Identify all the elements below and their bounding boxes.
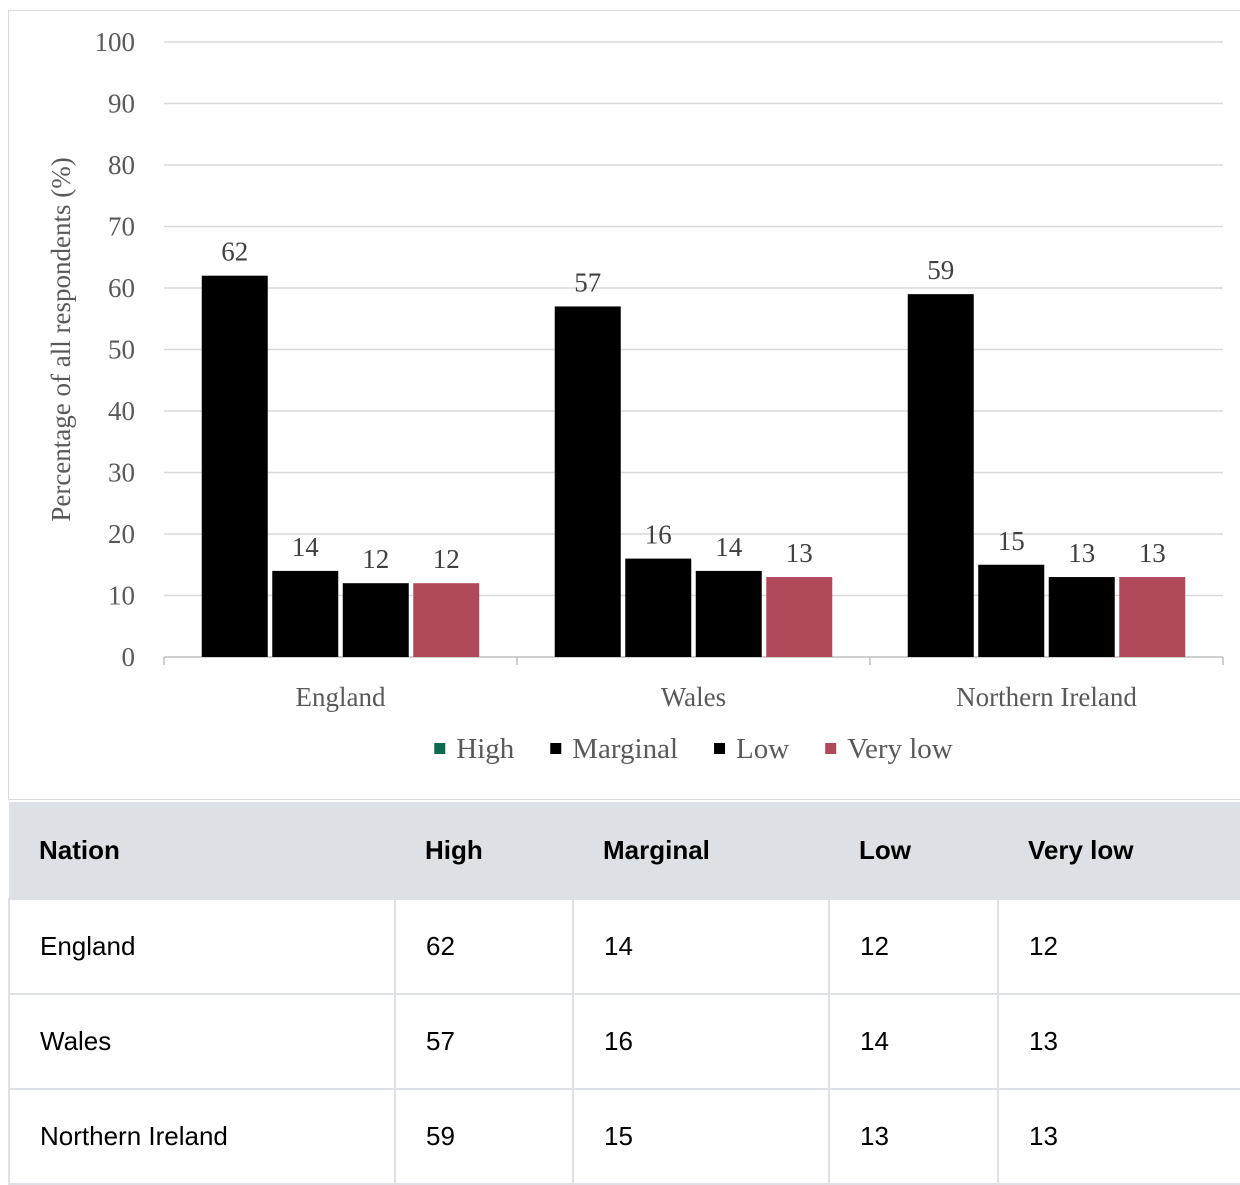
bar (343, 583, 409, 657)
legend-swatch (714, 743, 725, 754)
data-label: 14 (292, 532, 320, 562)
table-row: England 62 14 12 12 (9, 899, 1240, 994)
y-tick-label: 80 (108, 150, 135, 180)
table-cell: Wales (9, 994, 395, 1089)
table-cell: 14 (573, 899, 829, 994)
x-tick-label: Northern Ireland (956, 682, 1137, 712)
legend-swatch (550, 743, 561, 754)
y-tick-label: 40 (108, 396, 135, 426)
header-very-low: Very low (998, 802, 1240, 899)
y-tick-label: 60 (108, 273, 135, 303)
bar-chart: 0 10 20 30 40 50 60 70 80 90 100 62 14 12 12 England 57 1… (9, 11, 1240, 801)
bar (1119, 577, 1185, 657)
data-label: 13 (786, 538, 813, 568)
table-row: Northern Ireland 59 15 13 13 (9, 1089, 1240, 1184)
table-cell: 16 (573, 994, 829, 1089)
table-cell: England (9, 899, 395, 994)
y-tick-label: 70 (108, 212, 135, 242)
table-cell: 12 (998, 899, 1240, 994)
table-row: Wales 57 16 14 13 (9, 994, 1240, 1089)
bar (696, 571, 762, 657)
chart-panel: 0 10 20 30 40 50 60 70 80 90 100 62 14 12 12 England 57 1… (8, 10, 1240, 800)
table-cell: 57 (395, 994, 573, 1089)
bar (202, 276, 268, 657)
header-high: High (395, 802, 573, 899)
data-label: 12 (433, 544, 460, 574)
data-label: 59 (927, 255, 954, 285)
table-cell: 12 (829, 899, 998, 994)
bar (625, 559, 691, 657)
bar (978, 565, 1044, 657)
x-tick-label: England (296, 682, 386, 712)
table-cell: Northern Ireland (9, 1089, 395, 1184)
table-cell: 13 (998, 994, 1240, 1089)
data-label: 16 (645, 520, 672, 550)
table-cell: 14 (829, 994, 998, 1089)
y-tick-label: 30 (108, 458, 135, 488)
header-marginal: Marginal (573, 802, 829, 899)
data-label: 57 (574, 267, 601, 297)
bar (272, 571, 338, 657)
data-label: 15 (998, 526, 1025, 556)
bar (1049, 577, 1115, 657)
legend-label: Low (736, 733, 789, 765)
table-cell: 13 (998, 1089, 1240, 1184)
y-tick-label: 100 (95, 27, 136, 57)
table-cell: 59 (395, 1089, 573, 1184)
y-tick-label: 10 (108, 581, 135, 611)
y-tick-label: 20 (108, 519, 135, 549)
data-label: 62 (221, 237, 248, 267)
header-nation: Nation (9, 802, 395, 899)
data-label: 13 (1139, 538, 1166, 568)
table-header-row: Nation High Marginal Low Very low (9, 802, 1240, 899)
legend-label: Marginal (572, 733, 678, 765)
header-low: Low (829, 802, 998, 899)
bar (413, 583, 479, 657)
y-tick-label: 50 (108, 335, 135, 365)
y-tick-label: 90 (108, 89, 135, 119)
legend-swatch (825, 743, 836, 754)
x-tick-label: Wales (661, 682, 726, 712)
table-cell: 15 (573, 1089, 829, 1184)
bar (908, 294, 974, 657)
data-table: Nation High Marginal Low Very low Englan… (8, 802, 1240, 1185)
y-axis-title: Percentage of all respondents (%) (46, 157, 76, 521)
data-label: 12 (362, 544, 389, 574)
legend-label: High (456, 733, 515, 765)
table-cell: 62 (395, 899, 573, 994)
data-label: 14 (715, 532, 743, 562)
table-cell: 13 (829, 1089, 998, 1184)
legend-label: Very low (847, 733, 953, 765)
legend-swatch (434, 743, 445, 754)
data-label: 13 (1068, 538, 1095, 568)
bar (766, 577, 832, 657)
y-tick-label: 0 (122, 642, 136, 672)
bar (555, 306, 621, 657)
